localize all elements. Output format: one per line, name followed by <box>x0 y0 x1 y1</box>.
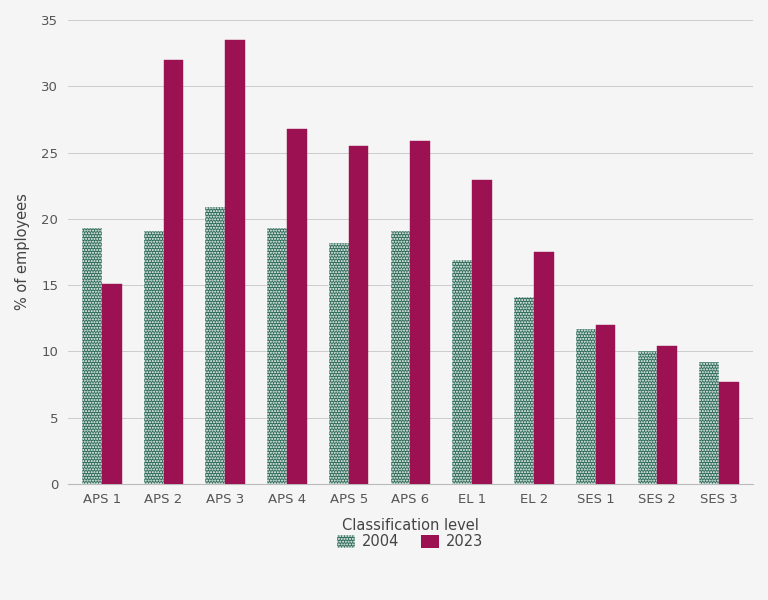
Bar <box>719 382 739 484</box>
Bar <box>514 297 534 484</box>
Bar <box>637 351 657 484</box>
Bar <box>287 128 306 484</box>
Bar <box>164 60 184 484</box>
Bar <box>349 146 369 484</box>
Bar <box>391 230 410 484</box>
Bar <box>657 346 677 484</box>
Bar <box>144 230 164 484</box>
Bar <box>472 181 492 484</box>
Legend: 2004, 2023: 2004, 2023 <box>332 529 489 555</box>
Bar <box>329 242 349 484</box>
Bar <box>206 207 225 484</box>
Bar <box>596 325 615 484</box>
Bar <box>452 260 472 484</box>
Bar <box>410 140 430 484</box>
Bar <box>534 252 554 484</box>
Bar <box>82 228 102 484</box>
X-axis label: Classification level: Classification level <box>342 518 479 533</box>
Bar <box>102 284 121 484</box>
Bar <box>225 40 245 484</box>
Bar <box>700 362 719 484</box>
Bar <box>576 329 596 484</box>
Bar <box>267 228 287 484</box>
Y-axis label: % of employees: % of employees <box>15 193 30 310</box>
